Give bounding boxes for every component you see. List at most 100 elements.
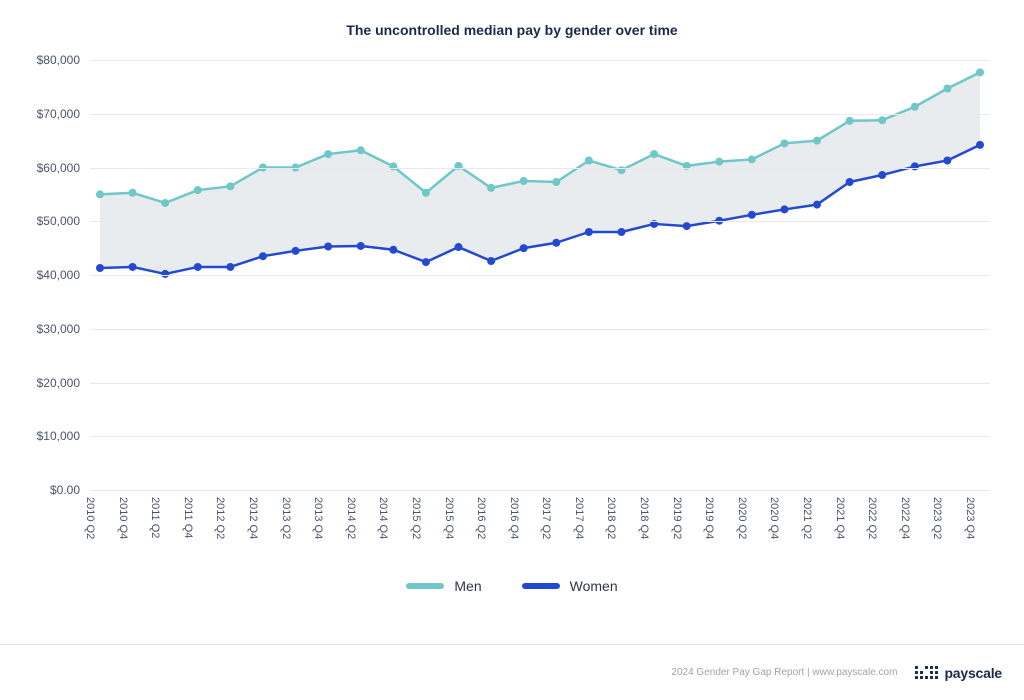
legend-item-women: Women [522,578,618,594]
grid-line [90,221,990,222]
y-axis-label: $50,000 [37,214,90,228]
marker-men [455,162,463,170]
x-axis-label: 2022 Q2 [866,497,878,539]
brand-name: payscale [944,665,1002,681]
x-axis-label: 2018 Q2 [605,497,617,539]
marker-women [748,211,756,219]
gap-area [100,72,980,274]
grid-line [90,168,990,169]
brand: payscale [915,665,1002,681]
marker-women [976,141,984,149]
x-axis-label: 2015 Q2 [410,497,422,539]
chart-title: The uncontrolled median pay by gender ov… [0,22,1024,38]
marker-men [715,158,723,166]
x-axis-label: 2013 Q2 [280,497,292,539]
x-axis-label: 2012 Q4 [247,497,259,539]
x-axis-label: 2017 Q4 [573,497,585,539]
marker-men [552,178,560,186]
marker-men [878,116,886,124]
y-axis-label: $60,000 [37,161,90,175]
marker-men [976,68,984,76]
marker-women [846,178,854,186]
x-axis-label: 2016 Q2 [475,497,487,539]
y-axis-label: $10,000 [37,429,90,443]
x-axis-label: 2023 Q2 [931,497,943,539]
marker-women [161,270,169,278]
marker-men [487,184,495,192]
marker-women [943,157,951,165]
grid-line [90,329,990,330]
marker-women [780,205,788,213]
marker-men [324,150,332,158]
marker-men [650,150,658,158]
marker-women [911,162,919,170]
legend-item-men: Men [406,578,481,594]
marker-men [226,182,234,190]
marker-men [943,84,951,92]
x-axis-label: 2021 Q2 [801,497,813,539]
x-axis-label: 2012 Q2 [214,497,226,539]
grid-line [90,114,990,115]
x-axis-label: 2017 Q2 [540,497,552,539]
marker-men [161,199,169,207]
marker-women [487,257,495,265]
legend-swatch-women [522,583,560,589]
marker-men [780,139,788,147]
grid-line [90,60,990,61]
marker-women [96,264,104,272]
legend: Men Women [0,578,1024,594]
marker-women [617,228,625,236]
x-axis-label: 2014 Q2 [345,497,357,539]
marker-men [357,146,365,154]
marker-women [226,263,234,271]
marker-women [389,246,397,254]
grid-line [90,275,990,276]
marker-men [194,186,202,194]
marker-women [552,239,560,247]
legend-label-women: Women [570,578,618,594]
x-axis-label: 2010 Q2 [84,497,96,539]
x-axis-label: 2019 Q2 [671,497,683,539]
marker-men [846,117,854,125]
grid-line [90,436,990,437]
legend-label-men: Men [454,578,481,594]
grid-line [90,490,990,491]
x-axis-label: 2019 Q4 [703,497,715,539]
x-axis-label: 2020 Q4 [768,497,780,539]
marker-women [683,222,691,230]
marker-men [520,177,528,185]
marker-men [585,157,593,165]
x-axis-label: 2021 Q4 [834,497,846,539]
marker-men [389,162,397,170]
y-axis-label: $30,000 [37,322,90,336]
marker-women [259,252,267,260]
y-axis-label: $80,000 [37,53,90,67]
marker-women [520,244,528,252]
x-axis-label: 2015 Q4 [443,497,455,539]
footer-text: 2024 Gender Pay Gap Report | www.payscal… [671,667,897,678]
chart-container: The uncontrolled median pay by gender ov… [0,0,1024,700]
x-axis-label: 2022 Q4 [899,497,911,539]
marker-men [422,189,430,197]
x-axis-label: 2010 Q4 [117,497,129,539]
x-axis-label: 2023 Q4 [964,497,976,539]
footer: 2024 Gender Pay Gap Report | www.payscal… [0,644,1024,700]
marker-women [422,258,430,266]
grid-line [90,383,990,384]
x-axis-label: 2013 Q4 [312,497,324,539]
marker-women [455,243,463,251]
marker-women [813,201,821,209]
marker-women [292,247,300,255]
x-axis-label: 2018 Q4 [638,497,650,539]
x-axis-label: 2011 Q4 [182,497,194,538]
y-axis-label: $40,000 [37,268,90,282]
y-axis-label: $20,000 [37,376,90,390]
x-axis-label: 2011 Q2 [149,497,161,538]
x-axis-label: 2014 Q4 [377,497,389,539]
marker-men [813,137,821,145]
marker-men [129,189,137,197]
marker-women [357,242,365,250]
marker-men [683,162,691,170]
y-axis-label: $70,000 [37,107,90,121]
x-axis-label: 2020 Q2 [736,497,748,539]
